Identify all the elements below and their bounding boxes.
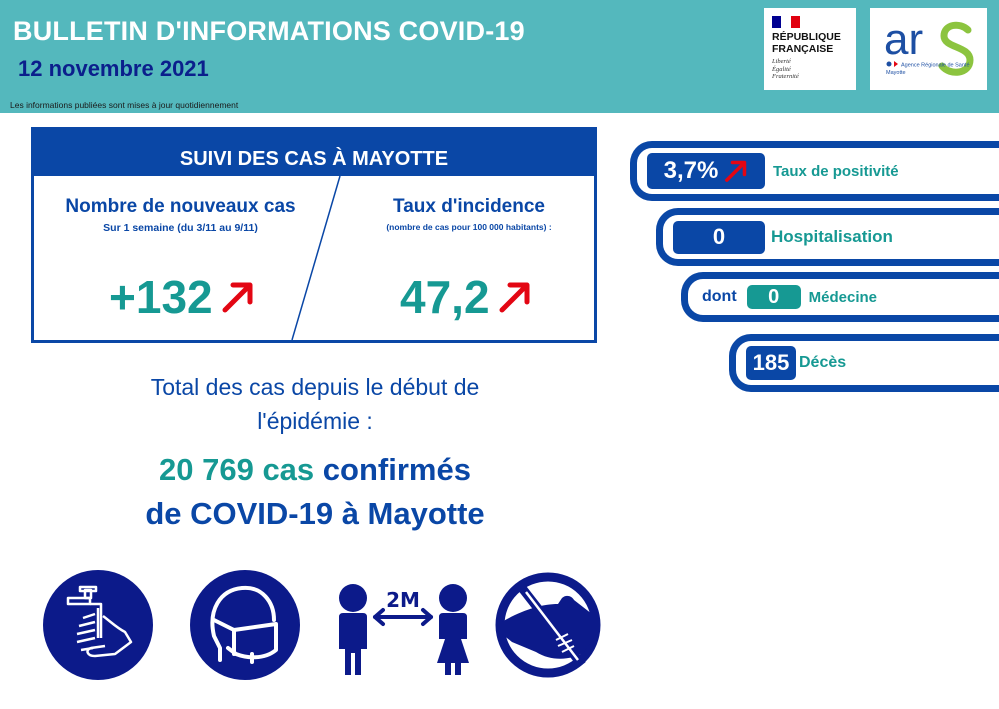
deces-label: Décès (799, 354, 847, 371)
trend-up-arrow-icon (499, 282, 530, 313)
new-cases-block: Nombre de nouveaux cas Sur 1 semaine (du… (38, 196, 323, 234)
positivity-label: Taux de positivité (773, 162, 899, 180)
rf-motto-1: Liberté (772, 58, 791, 65)
total-cases: 20 769 cas confirmés de COVID-19 à Mayot… (100, 448, 530, 536)
incidence-title: Taux d'incidence (393, 196, 545, 217)
rf-motto-3: Fraternité (772, 73, 799, 80)
update-note: Les informations publiées sont mises à j… (10, 100, 239, 110)
new-cases-subtitle: Sur 1 semaine (du 3/11 au 9/11) (103, 222, 258, 234)
incidence-value-row: 47,2 (400, 270, 532, 324)
total-line4: de COVID-19 à Mayotte (145, 496, 485, 531)
indicator-deces: 185 Décès (729, 334, 999, 392)
indicator-hospitalisation: 0 Hospitalisation (656, 208, 999, 266)
total-line2: l'épidémie : (257, 408, 373, 434)
positivity-value-box: 3,7% (647, 153, 765, 189)
trend-up-arrow-icon (222, 282, 253, 313)
ars-logo-icon: ar Agence Régionale de Santé Mayotte (884, 15, 974, 76)
total-suffix: confirmés (322, 452, 471, 487)
no-handshake-icon (495, 572, 601, 678)
social-distance-figures-icon: 2M (339, 584, 469, 675)
trend-up-arrow-icon (725, 160, 747, 182)
total-intro: Total des cas depuis le début de l'épidé… (100, 370, 530, 438)
indicator-medecine: dont 0 Médecine (681, 272, 999, 322)
new-cases-value-row: +132 (109, 270, 255, 324)
medecine-value: 0 (746, 285, 801, 309)
header-banner: BULLETIN D'INFORMATIONS COVID-19 12 nove… (0, 0, 999, 113)
positivity-value: 3,7% (663, 157, 719, 184)
incidence-block: Taux d'incidence (nombre de cas pour 100… (344, 196, 594, 232)
rf-name-line1: RÉPUBLIQUE (772, 31, 841, 43)
incidence-subtitle: (nombre de cas pour 100 000 habitants) : (386, 222, 552, 232)
suivi-cas-panel: SUIVI DES CAS À MAYOTTE Nombre de nouvea… (31, 127, 597, 343)
hand-washing-icon (43, 570, 153, 680)
rf-name-line2: FRANÇAISE (772, 42, 834, 55)
rf-motto-2: Égalité (772, 65, 791, 73)
incidence-value: 47,2 (400, 271, 490, 323)
deces-value: 185 (746, 346, 796, 380)
new-cases-title: Nombre de nouveaux cas (65, 196, 296, 217)
page-title: BULLETIN D'INFORMATIONS COVID-19 (13, 16, 525, 46)
ars-logo: ar Agence Régionale de Santé Mayotte (870, 8, 987, 90)
medecine-prefix: dont (702, 288, 737, 305)
french-flag-icon (772, 16, 800, 28)
total-count: 20 769 cas (159, 452, 315, 487)
svg-text:ar: ar (884, 15, 923, 64)
svg-text:Agence Régionale de Santé: Agence Régionale de Santé (901, 63, 970, 69)
face-mask-icon (190, 570, 300, 680)
medecine-label: Médecine (808, 288, 878, 306)
panel-divider (291, 175, 341, 340)
svg-text:2M: 2M (386, 588, 420, 612)
hospitalisation-value: 0 (673, 220, 765, 254)
hospitalisation-label: Hospitalisation (771, 227, 893, 246)
svg-text:Mayotte: Mayotte (886, 70, 906, 76)
bulletin-date: 12 novembre 2021 (18, 56, 209, 81)
republique-francaise-logo: RÉPUBLIQUE FRANÇAISE Liberté Égalité Fra… (764, 8, 856, 90)
suivi-heading: SUIVI DES CAS À MAYOTTE (34, 130, 594, 176)
social-distance-icon: 2M (333, 573, 473, 683)
total-line1: Total des cas depuis le début de (150, 374, 480, 400)
new-cases-value: +132 (109, 271, 213, 323)
indicator-positivity: 3,7% Taux de positivité (630, 141, 999, 201)
